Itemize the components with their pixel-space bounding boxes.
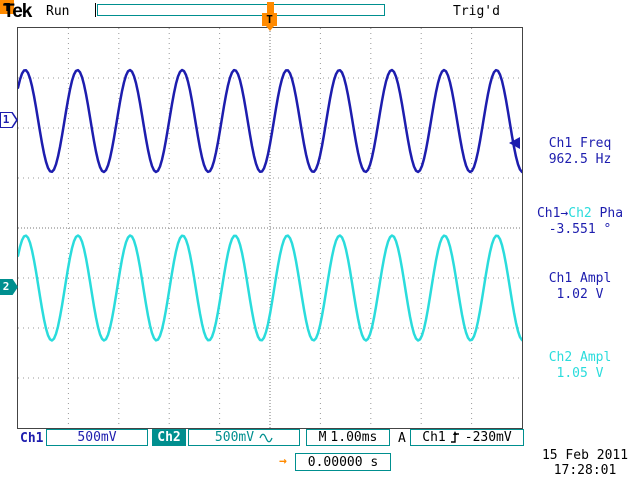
waveform-display bbox=[16, 28, 524, 428]
horizontal-delay-value: 0.00000 s bbox=[307, 454, 379, 470]
trigger-source: Ch1 bbox=[422, 430, 446, 445]
graticule bbox=[16, 27, 524, 429]
datetime-readout: 15 Feb 2011 17:28:01 bbox=[534, 448, 636, 478]
measurement-label: Ch1 Ampl bbox=[548, 271, 612, 286]
measurement-value: 962.5 Hz bbox=[548, 152, 612, 167]
trigger-status: Trig'd bbox=[453, 4, 500, 19]
ch1-marker-fill bbox=[1, 113, 16, 127]
ch2-channel-chip: Ch2 bbox=[152, 429, 186, 446]
sine-icon bbox=[259, 433, 273, 442]
ch2-scale-readout: 500mV bbox=[188, 429, 300, 446]
ch1-marker-number: 1 bbox=[2, 113, 10, 126]
measurement-ch1-freq: Ch1 Freq 962.5 Hz bbox=[524, 136, 636, 168]
ch1-ground-marker: 1 bbox=[0, 112, 18, 128]
time-value: 17:28:01 bbox=[553, 463, 617, 478]
measurement-label: Ch2 Ampl bbox=[548, 350, 612, 365]
trigger-bar-end-tick bbox=[95, 3, 96, 17]
ch1-scale-value: 500mV bbox=[77, 430, 117, 445]
acquisition-status: Run bbox=[46, 4, 70, 19]
ch1-scale-readout: 500mV bbox=[46, 429, 148, 446]
tek-logo: Tek bbox=[3, 1, 32, 22]
measurement-value: 1.05 V bbox=[556, 366, 604, 381]
ch2-scale-value: 500mV bbox=[214, 430, 255, 445]
timebase-readout: M 1.00ms bbox=[306, 429, 390, 446]
rising-edge-icon bbox=[450, 431, 459, 443]
ch2-marker-fill bbox=[0, 279, 18, 295]
measurement-label: Ch1 Freq bbox=[548, 136, 612, 151]
date-value: 15 Feb 2011 bbox=[541, 448, 629, 463]
timebase-value: 1.00ms bbox=[330, 430, 378, 445]
phase-src2: Ch2 bbox=[568, 206, 592, 221]
phase-arrow-icon: → bbox=[560, 206, 569, 221]
measurement-ch2-ampl: Ch2 Ampl 1.05 V bbox=[524, 350, 636, 382]
ch2-marker-number: 2 bbox=[2, 280, 10, 293]
measurement-value: 1.02 V bbox=[556, 287, 604, 302]
horizontal-trigger-marker-icon: T bbox=[0, 0, 14, 14]
trigger-time-flag-point-icon bbox=[266, 26, 274, 31]
trigger-position-bar bbox=[97, 4, 385, 16]
timebase-prefix: M bbox=[318, 430, 327, 445]
trigger-time-flag-icon: T bbox=[262, 13, 277, 26]
phase-src1: Ch1 bbox=[536, 206, 561, 221]
ch2-ground-marker: 2 bbox=[0, 279, 18, 295]
phase-label: Pha bbox=[591, 206, 624, 221]
trigger-level-arrow-icon bbox=[509, 137, 520, 149]
measurement-phase: Ch1→Ch2 Pha -3.551 ° bbox=[524, 206, 636, 238]
trigger-type-label: A bbox=[398, 431, 406, 446]
measurement-label: Ch1→Ch2 Pha bbox=[524, 206, 636, 222]
trigger-readout: Ch1 -230mV bbox=[410, 429, 524, 446]
trigger-position-marker-icon bbox=[267, 2, 274, 14]
trigger-level-value: -230mV bbox=[464, 430, 512, 445]
measurement-ch1-ampl: Ch1 Ampl 1.02 V bbox=[524, 271, 636, 303]
ch1-channel-label: Ch1 bbox=[20, 431, 44, 446]
measurement-value: -3.551 ° bbox=[548, 222, 612, 237]
right-arrow-icon: → bbox=[279, 454, 287, 469]
horizontal-delay-readout: 0.00000 s bbox=[295, 453, 391, 471]
